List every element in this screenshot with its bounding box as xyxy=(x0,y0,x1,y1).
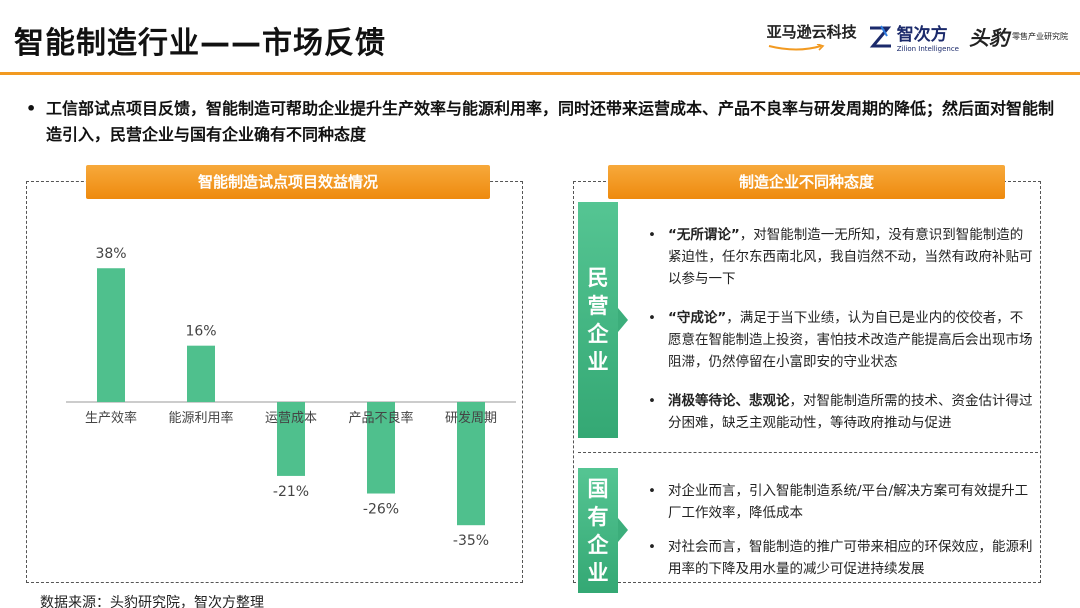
opinion-term: “守成论” xyxy=(668,310,727,326)
bullet-dot: • xyxy=(648,227,656,243)
private-arrow-icon xyxy=(618,308,628,332)
state-enterprise-label: 国有企业 xyxy=(578,468,618,593)
opinion-item: • “守成论”，满足于当下业绩，认为自已是业内的佼佼者，不愿意在智能制造上投资，害… xyxy=(640,307,1035,373)
category-label-char: 有 xyxy=(587,504,609,529)
amazon-smile-icon xyxy=(768,44,825,51)
zhiciyuan-logo: 智次方 Zilion Intelligence xyxy=(867,20,959,53)
opinion-item: • “无所谓论”，对智能制造一无所知，没有意识到智能制造的紧迫性，任尔东西南北风，… xyxy=(640,224,1035,290)
data-label-4: -35% xyxy=(453,533,489,549)
state-opinion-list: • 对企业而言，引入智能制造系统/平台/解决方案可有效提升工厂工作效率，降低成本 •… xyxy=(640,480,1035,592)
benefit-bar-chart: 38% 生产效率 16% 能源利用率 -21% 运营成本 -26% 产品不良率 -35% 研发周期 xyxy=(66,246,516,549)
data-label-1: 16% xyxy=(185,324,216,340)
bar-0 xyxy=(97,268,125,402)
category-label-char: 企 xyxy=(587,532,609,557)
opinion-term: 消极等待论、悲观论 xyxy=(668,393,790,409)
bar-1 xyxy=(187,345,215,402)
page-title: 智能制造行业——市场反馈 xyxy=(14,26,386,61)
attitude-panel-header: 制造企业不同种态度 xyxy=(608,165,1005,199)
title-underline xyxy=(0,72,1080,75)
category-label-char: 业 xyxy=(587,350,609,374)
bar-3 xyxy=(367,402,395,494)
zhiciyuan-name-en: Zilion Intelligence xyxy=(896,45,959,53)
opinion-text: ，对智能制造所需的技术、资金估计得过分困难，缺乏主观能动性，等待政府推动与促进 xyxy=(668,393,1033,431)
benefit-panel-header: 智能制造试点项目效益情况 xyxy=(86,165,490,199)
intro-text: 工信部试点项目反馈，智能制造可帮助企业提升生产效率与能源利用率，同时还带来运营成… xyxy=(46,99,1055,144)
opinion-text: 对社会而言，智能制造的推广可带来相应的环保效应，能源利用率的下降及用水量的减少可… xyxy=(668,539,1033,577)
category-label-char: 企 xyxy=(587,322,609,346)
zhiciyuan-name: 智次方 xyxy=(896,25,948,45)
bullet-dot: • xyxy=(648,393,656,409)
amazon-logo-text: 亚马逊云科技 xyxy=(766,23,857,41)
data-source: 数据来源：头豹研究院，智次方整理 xyxy=(40,595,264,608)
category-label-char: 业 xyxy=(587,560,609,585)
leopard-subtitle: 零售产业研究院 xyxy=(1012,32,1068,41)
category-label-2: 运营成本 xyxy=(265,411,317,426)
data-label-0: 38% xyxy=(95,246,126,262)
state-arrow-icon xyxy=(618,518,628,542)
data-label-3: -26% xyxy=(363,502,399,518)
private-enterprise-label: 民营企业 xyxy=(578,202,618,438)
category-label-4: 研发周期 xyxy=(445,410,497,426)
opinion-text: ，对智能制造一无所知，没有意识到智能制造的紧迫性，任尔东西南北风，我自岿然不动，… xyxy=(668,227,1033,287)
data-label-2: -21% xyxy=(273,484,309,500)
bar-2 xyxy=(277,402,305,476)
leopard-mark: 头豹 xyxy=(969,26,1009,50)
opinion-term: “无所谓论” xyxy=(668,227,740,243)
bar-4 xyxy=(457,402,485,526)
opinion-text: ，满足于当下业绩，认为自已是业内的佼佼者，不愿意在智能制造上投资，害怕技术改造产… xyxy=(668,310,1033,370)
amazon-logo: 亚马逊云科技 xyxy=(767,21,857,52)
category-label-char: 营 xyxy=(587,294,609,318)
bullet-dot: • xyxy=(26,99,37,118)
bullet-dot: • xyxy=(648,483,656,499)
category-label-3: 产品不良率 xyxy=(348,410,413,426)
category-label-char: 国 xyxy=(587,476,609,501)
zhiciyuan-mark-icon xyxy=(869,24,891,47)
opinion-text: 对企业而言，引入智能制造系统/平台/解决方案可有效提升工厂工作效率，降低成本 xyxy=(668,483,1029,521)
opinion-item: • 对社会而言，智能制造的推广可带来相应的环保效应，能源利用率的下降及用水量的减少… xyxy=(640,536,1035,580)
private-opinion-list: • “无所谓论”，对智能制造一无所知，没有意识到智能制造的紧迫性，任尔东西南北风，… xyxy=(640,224,1035,451)
section-divider xyxy=(578,452,1038,453)
intro-paragraph: • 工信部试点项目反馈，智能制造可帮助企业提升生产效率与能源利用率，同时还带来运… xyxy=(26,96,1066,148)
bullet-dot: • xyxy=(648,310,656,326)
logo-group: 亚马逊云科技 智次方 Zilion Intelligence 头豹 零售产业研究… xyxy=(767,20,1068,53)
opinion-item: • 对企业而言，引入智能制造系统/平台/解决方案可有效提升工厂工作效率，降低成本 xyxy=(640,480,1035,524)
leopard-logo: 头豹 零售产业研究院 xyxy=(969,22,1068,51)
opinion-item: • 消极等待论、悲观论，对智能制造所需的技术、资金估计得过分困难，缺乏主观能动性，… xyxy=(640,390,1035,434)
bullet-dot: • xyxy=(648,539,656,555)
category-label-1: 能源利用率 xyxy=(168,410,233,426)
category-label-0: 生产效率 xyxy=(85,410,137,426)
category-label-char: 民 xyxy=(587,266,609,290)
